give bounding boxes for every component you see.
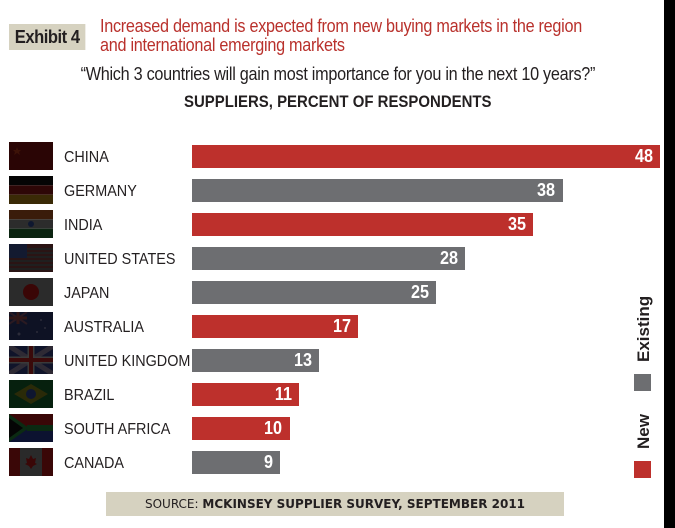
bar-value-label: 11: [275, 384, 293, 404]
bar-japan: 25: [192, 281, 436, 304]
chart-row: JAPAN 25: [0, 278, 664, 306]
bar-united-kingdom: 13: [192, 349, 319, 372]
exhibit-badge: Exhibit 4: [9, 24, 86, 50]
legend-label-new: New: [634, 414, 653, 449]
country-label: BRAZIL: [64, 387, 115, 404]
bar-value-label: 48: [634, 146, 653, 166]
legend-label-existing: Existing: [634, 295, 653, 362]
bar-value-label: 10: [264, 418, 283, 438]
bar-value-label: 9: [263, 452, 273, 472]
bar-value-label: 38: [537, 180, 556, 200]
uk-flag-icon: [9, 346, 53, 374]
headline: Increased demand is expected from new bu…: [100, 17, 582, 55]
bar-germany: 38: [192, 179, 563, 202]
india-flag-icon: [9, 210, 53, 238]
bar-value-label: 35: [508, 214, 527, 234]
country-label: CHINA: [64, 149, 109, 166]
country-label: JAPAN: [64, 285, 110, 302]
bar-brazil: 11: [192, 383, 300, 406]
headline-line-1: Increased demand is expected from new bu…: [100, 16, 582, 36]
survey-question: “Which 3 countries will gain most import…: [0, 64, 675, 85]
china-flag-icon: [9, 142, 53, 170]
bar-canada: 9: [192, 451, 280, 474]
bar-south-africa: 10: [192, 417, 290, 440]
source-prefix: SOURCE:: [144, 497, 199, 511]
chart-subtitle-text: SUPPLIERS, PERCENT OF RESPONDENTS: [183, 92, 492, 111]
right-edge-strip: [664, 0, 675, 528]
bar-value-label: 28: [439, 248, 458, 268]
chart-row: AUSTRALIA 17: [0, 312, 664, 340]
country-label: GERMANY: [64, 183, 137, 200]
chart-row: UNITED STATES 28: [0, 244, 664, 272]
chart-row: SOUTH AFRICA 10: [0, 414, 664, 442]
country-label: UNITED STATES: [64, 251, 176, 268]
source-note: SOURCE: MCKINSEY SUPPLIER SURVEY, SEPTEM…: [106, 492, 564, 516]
chart-subtitle: SUPPLIERS, PERCENT OF RESPONDENTS: [0, 92, 675, 112]
australia-flag-icon: [9, 312, 53, 340]
country-label: CANADA: [64, 455, 125, 472]
country-label: SOUTH AFRICA: [64, 421, 171, 438]
south-africa-flag-icon: [9, 414, 53, 442]
brazil-flag-icon: [9, 380, 53, 408]
chart-row: INDIA 35: [0, 210, 664, 238]
canada-flag-icon: [9, 448, 53, 476]
chart-row: CHINA 48: [0, 142, 664, 170]
germany-flag-icon: [9, 176, 53, 204]
survey-question-text: “Which 3 countries will gain most import…: [80, 64, 595, 84]
country-label: AUSTRALIA: [64, 319, 145, 336]
chart-row: CANADA 9: [0, 448, 664, 476]
usa-flag-icon: [9, 244, 53, 272]
bar-india: 35: [192, 213, 534, 236]
headline-line-2: and international emerging markets: [100, 35, 345, 55]
japan-flag-icon: [9, 278, 53, 306]
legend-swatch-new: [634, 461, 651, 478]
bar-china: 48: [192, 145, 660, 168]
bar-value-label: 13: [293, 350, 312, 370]
bar-value-label: 17: [332, 316, 351, 336]
country-label: INDIA: [64, 217, 103, 234]
chart-row: BRAZIL 11: [0, 380, 664, 408]
bar-united-states: 28: [192, 247, 465, 270]
bar-australia: 17: [192, 315, 358, 338]
country-label: UNITED KINGDOM: [64, 353, 191, 370]
bar-value-label: 25: [410, 282, 429, 302]
chart-row: GERMANY 38: [0, 176, 664, 204]
legend-swatch-existing: [634, 374, 651, 391]
source-text: MCKINSEY SUPPLIER SURVEY, SEPTEMBER 2011: [202, 497, 526, 511]
chart-row: UNITED KINGDOM 13: [0, 346, 664, 374]
